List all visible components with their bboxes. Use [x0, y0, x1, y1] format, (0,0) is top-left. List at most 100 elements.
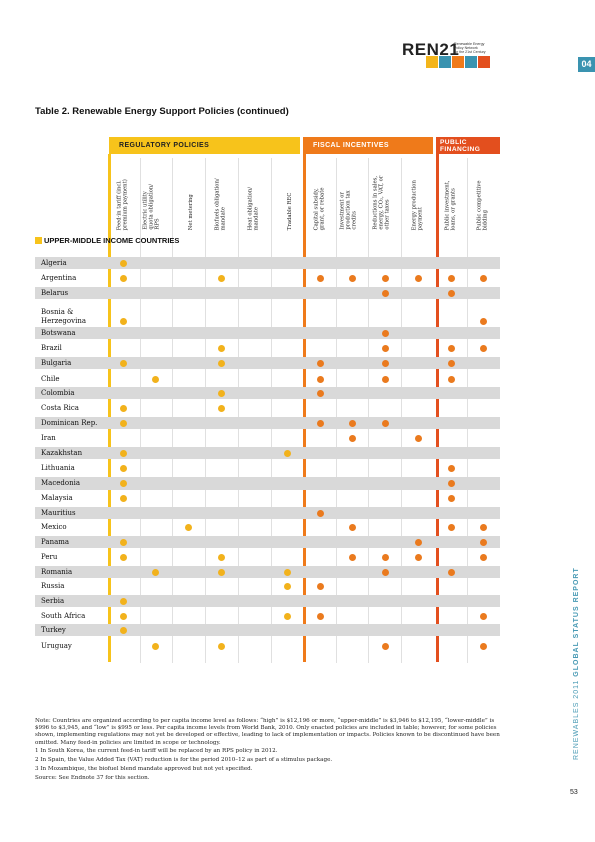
policy-dot: [382, 569, 389, 576]
ren21-logo: REN21 Renewable Energy Policy Network fo…: [402, 40, 522, 72]
policy-dot: [415, 539, 422, 546]
policy-dot: [317, 390, 324, 397]
policy-dot: [382, 290, 389, 297]
policy-dot: [448, 480, 455, 487]
column-header-line: mandate: [220, 206, 227, 230]
policy-dot: [382, 360, 389, 367]
country-name: Iran: [41, 434, 56, 442]
policy-dot: [448, 376, 455, 383]
table-row: Belarus: [35, 287, 500, 299]
policy-dot: [448, 345, 455, 352]
policy-dot: [448, 524, 455, 531]
policy-dot: [382, 420, 389, 427]
section-marker: [35, 237, 42, 244]
table-row: Bosnia & Herzegovina: [35, 308, 500, 328]
country-name: Uruguay: [41, 642, 72, 650]
policy-dot: [349, 435, 356, 442]
column-header-line: bidding: [482, 209, 489, 230]
policy-dot: [349, 420, 356, 427]
column-separator: [172, 158, 173, 663]
country-name: Mexico: [41, 523, 67, 531]
policy-dot: [218, 554, 225, 561]
country-name: Bosnia & Herzegovina: [41, 308, 86, 325]
policy-dot: [120, 405, 127, 412]
policy-dot: [480, 345, 487, 352]
country-name: Serbia: [41, 597, 65, 605]
chapter-tab: 04: [578, 57, 595, 72]
table-row: South Africa: [35, 610, 500, 623]
policy-dot: [349, 275, 356, 282]
policy-dot: [284, 613, 291, 620]
footnote-3: 3 In Mozambique, the biofuel blend manda…: [35, 766, 253, 772]
country-name: Turkey: [41, 626, 66, 634]
table-row: Iran: [35, 432, 500, 444]
column-separator: [271, 158, 272, 663]
table-row: Peru: [35, 551, 500, 564]
country-name: Bulgaria: [41, 359, 72, 367]
table-row: Serbia: [35, 595, 500, 607]
policy-dot: [448, 569, 455, 576]
page-number: 53: [570, 789, 578, 796]
column-header: Reductions in sales, energy, CO₂, VAT, or…: [372, 158, 403, 230]
column-header: Investment or production tax credits: [339, 158, 370, 230]
policy-dot: [120, 598, 127, 605]
table-row: Costa Rica: [35, 402, 500, 415]
group-fiscal-incentives: FISCAL INCENTIVES: [303, 137, 433, 154]
policy-dot: [317, 420, 324, 427]
column-header: Biofuels obligation/mandate: [211, 158, 239, 230]
policy-dot: [120, 627, 127, 634]
country-name: Kazakhstan: [41, 449, 83, 457]
wind-icon: [439, 56, 451, 68]
column-header-line: payment: [417, 206, 424, 230]
country-name: Dominican Rep.: [41, 419, 98, 427]
column-separator: [467, 158, 468, 663]
policy-dot: [382, 643, 389, 650]
policy-dot: [480, 613, 487, 620]
table-row: Romania: [35, 566, 500, 578]
column-header: Net metering: [178, 158, 206, 230]
table-row: Colombia: [35, 387, 500, 399]
policy-dot: [218, 569, 225, 576]
country-name: Brazil: [41, 344, 62, 352]
table-row: Argentina: [35, 272, 500, 285]
policy-dot: [480, 539, 487, 546]
table-title: Table 2. Renewable Energy Support Polici…: [35, 106, 289, 117]
policy-dot: [448, 290, 455, 297]
policy-dot: [317, 376, 324, 383]
policy-dot: [152, 569, 159, 576]
policy-dot: [382, 554, 389, 561]
group-public-financing: PUBLIC FINANCING: [436, 137, 500, 154]
country-name: Botswana: [41, 329, 76, 337]
fire-icon: [452, 56, 464, 68]
policy-dot: [382, 275, 389, 282]
policy-dot: [120, 450, 127, 457]
policy-dot: [218, 275, 225, 282]
country-name: Romania: [41, 568, 73, 576]
column-header: Capital subsidy, grant, or rebate: [310, 158, 338, 230]
policy-dot: [415, 435, 422, 442]
column-separator: [205, 158, 206, 663]
country-name: South Africa: [41, 612, 86, 620]
table-row: Mauritius: [35, 507, 500, 519]
country-name: Malaysia: [41, 494, 73, 502]
policy-dot: [415, 554, 422, 561]
country-name: Peru: [41, 553, 58, 561]
table-row: Panama: [35, 536, 500, 548]
policy-dot: [120, 613, 127, 620]
column-header-line: Net metering: [187, 193, 194, 230]
policy-dot: [317, 510, 324, 517]
financing-divider: [436, 154, 439, 662]
country-name: Chile: [41, 375, 60, 383]
policy-dot: [382, 376, 389, 383]
policy-dot: [218, 405, 225, 412]
table-row: Lithuania: [35, 462, 500, 474]
policy-dot: [349, 524, 356, 531]
policy-dot: [480, 318, 487, 325]
country-name: Mauritius: [41, 509, 76, 517]
footnote-2: 2 In Spain, the Value Added Tax (VAT) re…: [35, 757, 333, 764]
country-name: Lithuania: [41, 464, 75, 472]
policy-dot: [448, 275, 455, 282]
note-main: Note: Countries are organized according …: [35, 718, 500, 746]
policy-dot: [120, 480, 127, 487]
policy-dot: [120, 554, 127, 561]
